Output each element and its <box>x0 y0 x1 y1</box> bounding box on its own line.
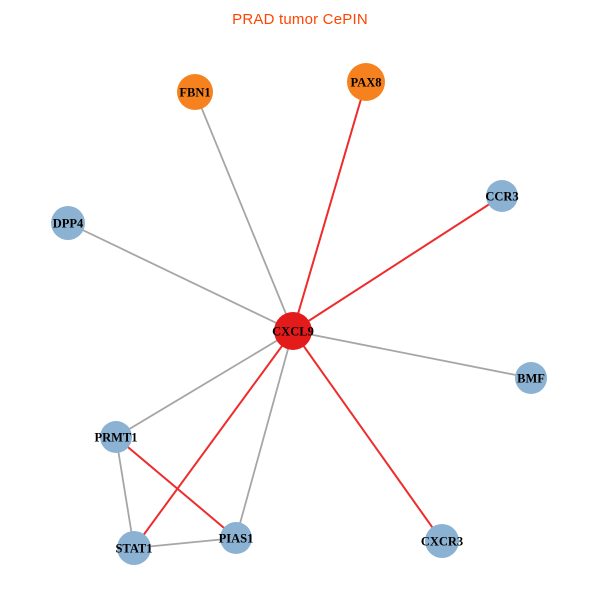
edge-CXCL9-CCR3 <box>292 195 503 332</box>
node-label-CXCR3: CXCR3 <box>421 535 463 549</box>
edge-CXCL9-STAT1 <box>133 330 294 549</box>
edge-STAT1-PIAS1 <box>133 537 237 549</box>
node-DPP4 <box>51 206 85 240</box>
node-label-FBN1: FBN1 <box>179 86 210 100</box>
node-CXCR3 <box>425 524 459 558</box>
node-label-STAT1: STAT1 <box>115 542 152 556</box>
node-STAT1 <box>117 531 151 565</box>
node-label-PIAS1: PIAS1 <box>219 532 254 546</box>
node-CXCL9 <box>274 312 312 350</box>
node-FBN1 <box>177 74 213 110</box>
node-label-DPP4: DPP4 <box>53 217 84 231</box>
node-label-PRMT1: PRMT1 <box>94 431 137 445</box>
node-label-CCR3: CCR3 <box>485 190 518 204</box>
node-label-BMF: BMF <box>517 372 545 386</box>
edge-CXCL9-PIAS1 <box>235 330 294 539</box>
edge-CXCL9-CXCR3 <box>292 330 443 542</box>
edge-PRMT1-PIAS1 <box>115 436 237 539</box>
node-PIAS1 <box>220 522 252 554</box>
edge-CXCL9-PRMT1 <box>115 330 294 438</box>
node-CCR3 <box>486 180 518 212</box>
node-PRMT1 <box>100 421 132 453</box>
node-BMF <box>515 362 547 394</box>
edge-CXCL9-DPP4 <box>67 222 294 332</box>
node-label-CXCL9: CXCL9 <box>272 325 314 339</box>
node-label-PAX8: PAX8 <box>350 76 381 90</box>
edge-CXCL9-FBN1 <box>194 91 294 332</box>
node-PAX8 <box>347 63 385 101</box>
edge-PRMT1-STAT1 <box>115 436 135 549</box>
edge-CXCL9-BMF <box>292 330 532 379</box>
edge-CXCL9-PAX8 <box>292 81 367 332</box>
plot-title: PRAD tumor CePIN <box>232 11 368 28</box>
